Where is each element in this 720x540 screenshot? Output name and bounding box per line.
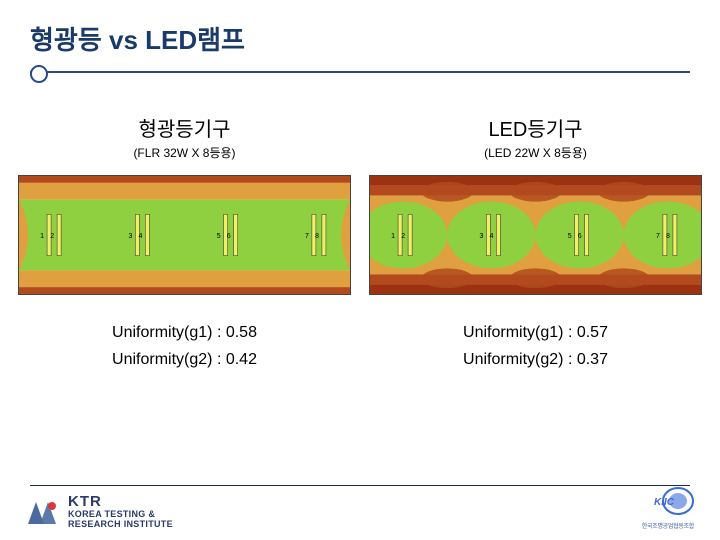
- fluorescent-g1: Uniformity(g1) : 0.58: [18, 319, 351, 346]
- page-title: 형광등 vs LED램프: [30, 20, 690, 57]
- fluorescent-heading: 형광등기구: [18, 113, 351, 142]
- led-g1: Uniformity(g1) : 0.57: [369, 319, 702, 346]
- svg-text:6: 6: [227, 233, 231, 240]
- svg-text:5: 5: [217, 233, 221, 240]
- kiic-logo: KIIC 한국조명공업협동조합: [642, 487, 694, 530]
- svg-text:3: 3: [479, 233, 483, 240]
- svg-text:8: 8: [315, 233, 319, 240]
- svg-text:2: 2: [401, 233, 405, 240]
- svg-text:7: 7: [656, 233, 660, 240]
- fluorescent-g2: Uniformity(g2) : 0.42: [18, 346, 351, 373]
- svg-text:7: 7: [305, 233, 309, 240]
- svg-text:KIIC: KIIC: [654, 497, 675, 508]
- ktr-mark-icon: [26, 498, 60, 526]
- kiic-sub: 한국조명공업협동조합: [642, 521, 694, 530]
- ktr-logo: KTR KOREA TESTING & RESEARCH INSTITUTE: [26, 494, 173, 530]
- svg-text:4: 4: [489, 233, 493, 240]
- svg-text:1: 1: [40, 233, 44, 240]
- comparison-columns: 형광등기구 (FLR 32W X 8등용) 12345678 Uniformit…: [0, 113, 720, 373]
- led-column: LED등기구 (LED 22W X 8등용) 12 34 56 78 Uniformi…: [369, 113, 702, 373]
- ktr-big: KTR: [68, 494, 173, 511]
- led-heading: LED등기구: [369, 113, 702, 142]
- led-sub: (LED 22W X 8등용): [369, 144, 702, 161]
- fluorescent-column: 형광등기구 (FLR 32W X 8등용) 12 34 56 78 Uniformit…: [18, 113, 351, 373]
- led-uniformity: Uniformity(g1) : 0.57 Uniformity(g2) : 0…: [369, 319, 702, 373]
- led-heatmap: 12 34 56 78: [369, 175, 702, 295]
- fluorescent-sub: (FLR 32W X 8등용): [18, 144, 351, 161]
- svg-text:6: 6: [578, 233, 582, 240]
- led-g2: Uniformity(g2) : 0.37: [369, 346, 702, 373]
- title-rule: [30, 71, 690, 73]
- fluorescent-uniformity: Uniformity(g1) : 0.58 Uniformity(g2) : 0…: [18, 319, 351, 373]
- fluorescent-heatmap: 12 34 56 78: [18, 175, 351, 295]
- svg-text:3: 3: [128, 233, 132, 240]
- ktr-line2: RESEARCH INSTITUTE: [68, 520, 173, 530]
- svg-text:2: 2: [50, 233, 54, 240]
- footer-rule: [30, 485, 690, 487]
- kiic-mark-icon: KIIC: [648, 487, 694, 520]
- svg-text:1: 1: [391, 233, 395, 240]
- svg-text:8: 8: [666, 233, 670, 240]
- svg-text:4: 4: [138, 233, 142, 240]
- svg-text:5: 5: [568, 233, 572, 240]
